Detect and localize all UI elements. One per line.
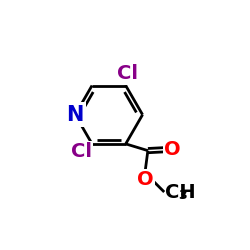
Text: O: O — [164, 140, 181, 159]
Text: N: N — [66, 105, 84, 125]
Text: CH: CH — [165, 184, 196, 203]
Text: 3: 3 — [179, 189, 187, 202]
Text: O: O — [137, 170, 153, 189]
Text: Cl: Cl — [71, 142, 92, 161]
Text: Cl: Cl — [117, 64, 138, 84]
